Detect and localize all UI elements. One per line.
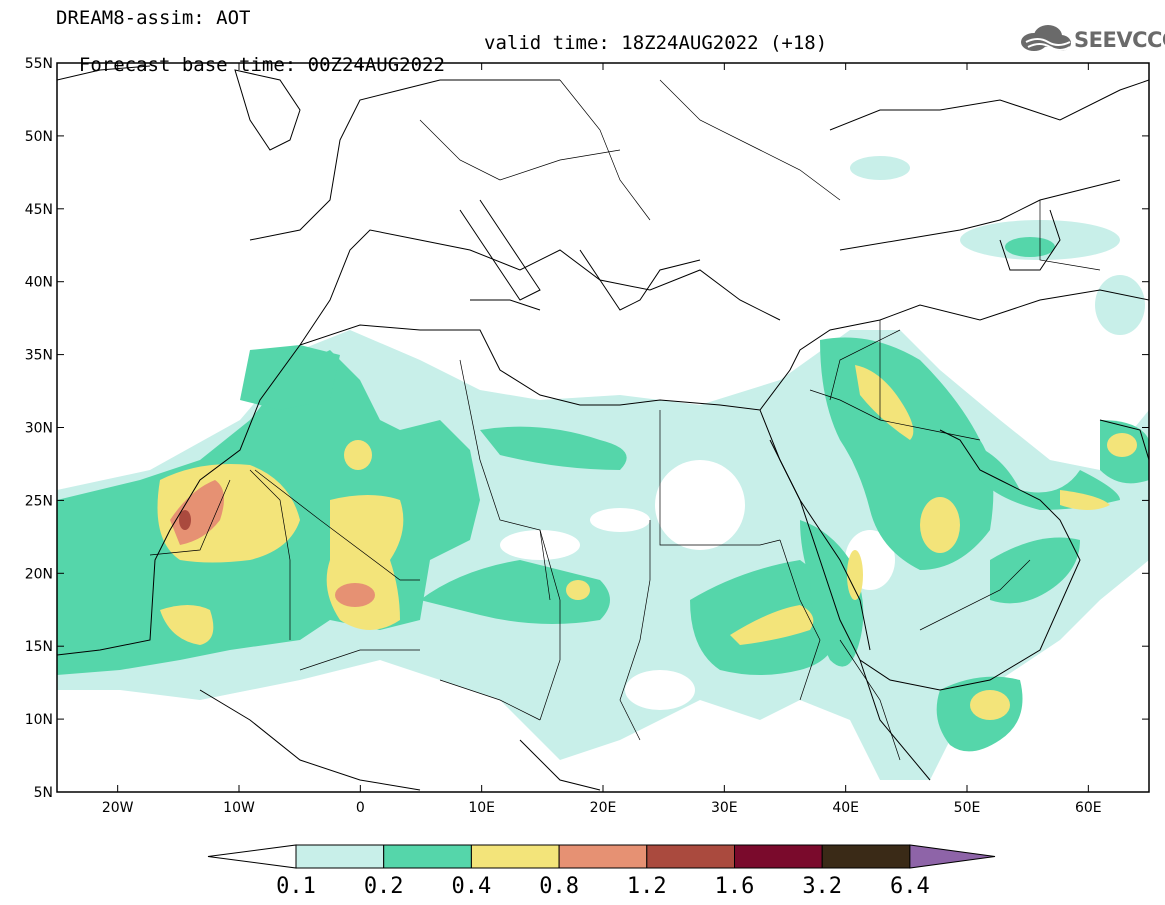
lat-tick-label: 30N (25, 421, 53, 437)
aot-field (57, 156, 1149, 780)
forecast-times: Forecast base time: 00Z24AUG2022 valid t… (56, 32, 827, 98)
colorbar-under-arrow (207, 844, 297, 869)
colorbar-label: 0.2 (364, 874, 404, 899)
colorbar: 0.1 0.2 0.4 0.8 1.2 1.6 3.2 6.4 (207, 844, 996, 899)
colorbar-label: 0.1 (276, 874, 316, 899)
lat-tick-label: 10N (25, 712, 53, 728)
lon-tick-label: 0 (356, 800, 365, 816)
colorbar-box (821, 844, 911, 869)
colorbar-label: 6.4 (890, 874, 930, 899)
colorbar-box (558, 844, 648, 869)
colorbar-box (646, 844, 735, 869)
lon-tick-label: 50E (954, 800, 981, 816)
colorbar-label: 3.2 (802, 874, 842, 899)
base-time-text: Forecast base time: 00Z24AUG2022 (78, 54, 445, 76)
lon-tick-label: 60E (1075, 800, 1102, 816)
valid-time-text: valid time: 18Z24AUG2022 (+18) (484, 32, 828, 54)
chart-title: DREAM8-assim: AOT (56, 7, 251, 29)
lat-tick-label: 35N (25, 348, 53, 364)
colorbar-box (383, 844, 472, 869)
colorbar-label: 0.8 (539, 874, 579, 899)
lon-tick-label: 10E (468, 800, 495, 816)
lon-tick-label: 40E (832, 800, 859, 816)
logo-text: SEEVCCC (1074, 28, 1165, 52)
latitude-axis: 5N 10N 15N 20N 25N 30N 35N 40N 45N 50N 55N (25, 56, 1149, 801)
lat-tick-label: 20N (25, 566, 53, 582)
lon-tick-label: 20W (102, 800, 134, 816)
cloud-icon (1021, 25, 1071, 51)
colorbar-box (295, 844, 385, 869)
lat-tick-label: 25N (25, 493, 53, 509)
colorbar-label: 0.4 (452, 874, 492, 899)
colorbar-label: 1.6 (715, 874, 755, 899)
lat-tick-label: 40N (25, 275, 53, 291)
longitude-axis: 20W 10W 0 10E 20E 30E 40E 50E 60E (102, 63, 1102, 816)
coastlines (57, 65, 1149, 791)
lon-tick-label: 20E (590, 800, 617, 816)
country-borders (149, 79, 1101, 761)
colorbar-box (470, 844, 560, 869)
lon-tick-label: 10W (223, 800, 255, 816)
colorbar-over-arrow (909, 844, 996, 869)
lat-tick-label: 45N (25, 202, 53, 218)
seevccc-logo: SEEVCCC (1018, 22, 1165, 58)
colorbar-box (734, 844, 823, 869)
lat-tick-label: 50N (25, 129, 53, 145)
lat-tick-label: 55N (25, 56, 53, 72)
lat-tick-label: 5N (34, 785, 53, 801)
colorbar-label: 1.2 (627, 874, 667, 899)
aot-band-1.2 (179, 510, 191, 530)
lat-tick-label: 15N (25, 639, 53, 655)
lon-tick-label: 30E (711, 800, 738, 816)
